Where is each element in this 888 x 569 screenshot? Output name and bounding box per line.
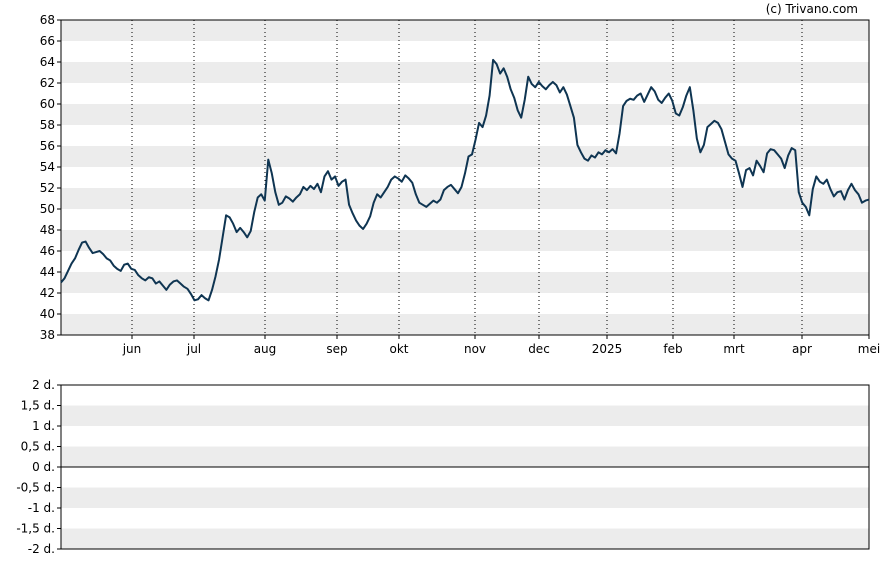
y-tick-label: 44 — [40, 265, 55, 279]
y-tick-label: 66 — [40, 34, 55, 48]
sub-plot-frame — [60, 384, 870, 550]
y-tick-label: 1,5 d. — [21, 399, 55, 413]
x-tick-label: jun — [122, 342, 142, 356]
y-tick-label: -2 d. — [28, 542, 55, 556]
x-tick-label: feb — [663, 342, 682, 356]
grid-band — [61, 487, 869, 508]
grid-band — [61, 446, 869, 467]
y-tick-label: 64 — [40, 55, 55, 69]
y-tick-label: 62 — [40, 76, 55, 90]
credit-label: (c) Trivano.com — [765, 2, 858, 16]
grid-band — [61, 146, 869, 167]
grid-band — [61, 272, 869, 293]
grid-band — [61, 405, 869, 426]
y-tick-label: 56 — [40, 139, 55, 153]
y-tick-label: 1 d. — [32, 419, 55, 433]
price-series-line — [60, 58, 870, 302]
y-tick-label: 38 — [40, 328, 55, 342]
grid-band — [61, 62, 869, 83]
grid-band — [61, 20, 869, 41]
y-tick-label: 58 — [40, 118, 55, 132]
y-tick-label: 50 — [40, 202, 55, 216]
x-tick-label: okt — [390, 342, 409, 356]
y-tick-label: 40 — [40, 307, 55, 321]
y-tick-label: 48 — [40, 223, 55, 237]
grid-band — [61, 104, 869, 125]
x-tick-label: aug — [254, 342, 277, 356]
y-tick-label: -0,5 d. — [16, 481, 55, 495]
grid-band — [61, 188, 869, 209]
grid-band — [61, 314, 869, 335]
y-tick-label: 2 d. — [32, 378, 55, 392]
x-tick-label: mrt — [723, 342, 745, 356]
y-tick-label: -1 d. — [28, 501, 55, 515]
x-tick-label: mei — [858, 342, 880, 356]
y-tick-label: 54 — [40, 160, 55, 174]
y-tick-label: 0 d. — [32, 460, 55, 474]
y-tick-label: 0,5 d. — [21, 440, 55, 454]
y-tick-label: 42 — [40, 286, 55, 300]
y-tick-label: 60 — [40, 97, 55, 111]
x-tick-label: sep — [326, 342, 347, 356]
y-tick-label: 46 — [40, 244, 55, 258]
grid-band — [61, 230, 869, 251]
x-tick-label: apr — [792, 342, 812, 356]
x-tick-label: jul — [186, 342, 201, 356]
x-tick-label: dec — [528, 342, 550, 356]
y-tick-label: 68 — [40, 13, 55, 27]
x-tick-label: nov — [464, 342, 486, 356]
grid-band — [61, 528, 869, 549]
y-tick-label: 52 — [40, 181, 55, 195]
y-tick-label: -1,5 d. — [16, 522, 55, 536]
main-plot-frame — [60, 19, 870, 336]
x-tick-label: 2025 — [592, 342, 623, 356]
